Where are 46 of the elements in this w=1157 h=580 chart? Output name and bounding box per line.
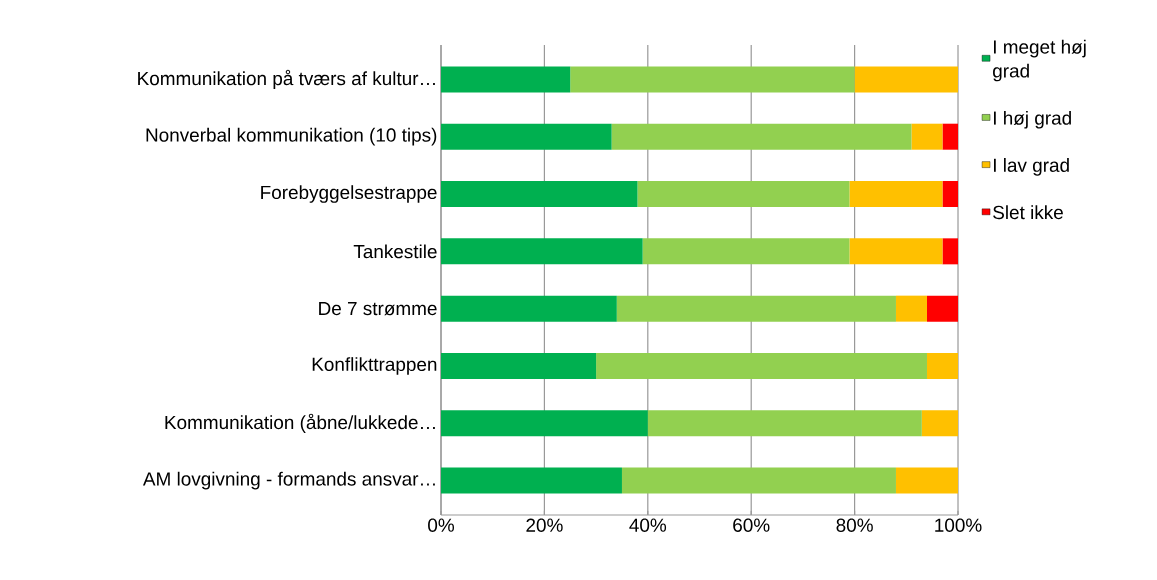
y-tick-label: De 7 strømme	[319, 301, 437, 316]
bar	[441, 295, 617, 322]
bar	[441, 467, 622, 494]
bar	[642, 238, 850, 265]
bar	[621, 467, 896, 494]
legend-label: I meget høj grad	[993, 39, 1086, 82]
legend-label: I høj grad	[993, 110, 1071, 129]
bar	[441, 181, 638, 208]
x-tick-label: 0%	[428, 518, 455, 532]
y-tick-label: AM lovgivning - formands ansvar…	[142, 471, 435, 490]
bar	[942, 123, 959, 150]
bar	[942, 181, 959, 208]
bar	[570, 66, 855, 93]
bar	[926, 295, 959, 322]
bar	[849, 238, 943, 265]
bar	[895, 295, 927, 322]
x-tick-label: 20%	[526, 518, 563, 532]
y-tick-label: Nonverbal kommunikation (10 tips)	[146, 127, 437, 146]
bar	[854, 66, 959, 93]
y-tick-label: Forebyggelsestrappe	[261, 185, 437, 203]
bar	[441, 66, 571, 93]
x-tick-label: 100%	[935, 518, 982, 532]
bar	[926, 352, 959, 379]
y-tick-label: Kommunikation på tværs af kultur…	[138, 69, 435, 89]
bar	[942, 238, 959, 265]
x-tick-label: 40%	[629, 518, 667, 532]
bar	[921, 410, 959, 437]
y-tick-label: Kommunikation (åbne/lukkede…	[165, 413, 435, 433]
bar	[611, 123, 912, 150]
bar	[596, 352, 927, 379]
x-tick-label: 60%	[733, 518, 770, 532]
bar	[616, 295, 896, 322]
legend-label: Slet ikke	[993, 205, 1063, 220]
y-tick-label: Tankestile	[353, 244, 437, 259]
legend-label: I lav grad	[993, 158, 1069, 176]
bar	[895, 467, 959, 494]
bar	[441, 352, 597, 379]
bar	[849, 181, 943, 208]
bar	[647, 410, 922, 437]
bar	[637, 181, 850, 208]
bar	[911, 123, 943, 150]
bar	[441, 410, 648, 437]
y-tick-label: Konflikttrappen	[312, 357, 437, 375]
bar	[441, 238, 643, 265]
bar	[441, 123, 612, 150]
x-tick-label: 80%	[836, 518, 873, 532]
